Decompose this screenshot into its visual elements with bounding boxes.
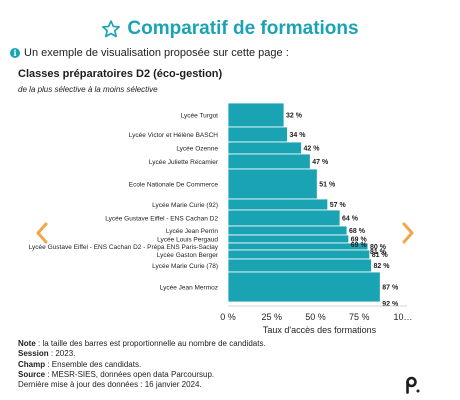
bar: [227, 225, 348, 236]
data-label: 68 %: [349, 228, 366, 235]
info-line: i Un exemple de visualisation proposée s…: [10, 47, 289, 59]
bar: [227, 153, 311, 170]
category-label: Lycée Marie Curie (92): [152, 202, 218, 209]
session-line: Session : 2023.: [18, 349, 76, 359]
info-icon: i: [10, 48, 20, 58]
data-label: 32 %: [286, 113, 303, 120]
category-label: Lycée Marie Curie (78): [152, 263, 218, 270]
next-chart-button[interactable]: [402, 222, 414, 249]
data-label: 87 %: [382, 285, 399, 292]
data-label: 92 %: [382, 301, 399, 308]
bar-chart: Lycée Turgot 32 % Lycée Victor et Hélène B…: [29, 102, 413, 335]
data-label: 42 %: [304, 146, 321, 153]
bar: [227, 209, 341, 227]
bar: [227, 126, 288, 143]
update-line: Dernière mise à jour des données : 16 ja…: [18, 380, 202, 390]
note-line: Note : la taille des barres est proporti…: [18, 339, 266, 348]
x-tick-label: 10…: [393, 312, 412, 322]
data-label: 82 %: [374, 263, 391, 270]
category-label: Lycée Jean Mermoz: [160, 284, 218, 291]
data-label: 47 %: [312, 159, 329, 166]
data-label: 81 %: [370, 249, 387, 256]
data-label: 81 %: [372, 252, 389, 259]
x-tick-label: 25 %: [261, 312, 282, 322]
chart-subtitle: de la plus sélective à la moins sélectiv…: [18, 85, 158, 94]
bar: [227, 168, 318, 200]
bar: [227, 198, 329, 211]
data-label: 64 %: [342, 216, 359, 223]
page-title-text: Comparatif de formations: [127, 18, 359, 39]
page-title: Comparatif de formations: [0, 18, 460, 40]
bar: [227, 102, 285, 128]
category-label: Lycée Turgot: [181, 112, 219, 119]
x-tick-label: 50 %: [305, 312, 326, 322]
parcoursup-logo-icon: [405, 376, 421, 399]
x-axis-title: Taux d'accès des formations: [263, 325, 377, 335]
category-label: Lycée Juliette Récamier: [149, 159, 219, 166]
chart-notes: Note : la taille des barres est proporti…: [18, 339, 266, 390]
x-tick-label: 75 %: [349, 312, 370, 322]
category-label: Lycée Gustave Eiffel - ENS Cachan D2 - P…: [29, 244, 219, 251]
category-label: Lycée Gaston Berger: [157, 252, 219, 259]
chart-title: Classes préparatoires D2 (éco-gestion): [18, 68, 223, 80]
bar: [227, 242, 369, 251]
source-line: Source : MESR-SIES, données open data Pa…: [18, 369, 215, 379]
star-outline-icon: [102, 20, 121, 38]
info-text: Un exemple de visualisation proposée sur…: [24, 47, 289, 59]
bar: [227, 271, 381, 303]
data-label: 51 %: [319, 182, 336, 189]
champ-line: Champ : Ensemble des candidats.: [18, 359, 142, 369]
data-label: 69 %: [351, 242, 368, 249]
data-label: 80 %: [370, 244, 387, 251]
bar: [227, 141, 302, 155]
prev-chart-button[interactable]: [36, 222, 48, 249]
bar: [227, 258, 372, 273]
chevron-left-icon: [36, 222, 48, 244]
category-label: Lycée Jean Perrin: [166, 228, 219, 235]
x-tick-label: 0 %: [220, 312, 236, 322]
category-label: Lycée Louis Pergaud: [157, 236, 218, 243]
category-label: Lycée Gustave Eiffel - ENS Cachan D2: [105, 215, 218, 222]
data-label: 34 %: [290, 132, 307, 139]
bar: [227, 249, 371, 260]
category-label: Ecole Nationale De Commerce: [129, 181, 219, 188]
category-label: Lycée Victor et Hélène BASCH: [129, 132, 219, 139]
data-label: 57 %: [330, 202, 347, 209]
category-label: Lycée Ozenne: [176, 145, 218, 152]
bar: [227, 234, 350, 244]
chevron-right-icon: [402, 222, 414, 244]
data-label: 69 %: [351, 237, 368, 244]
